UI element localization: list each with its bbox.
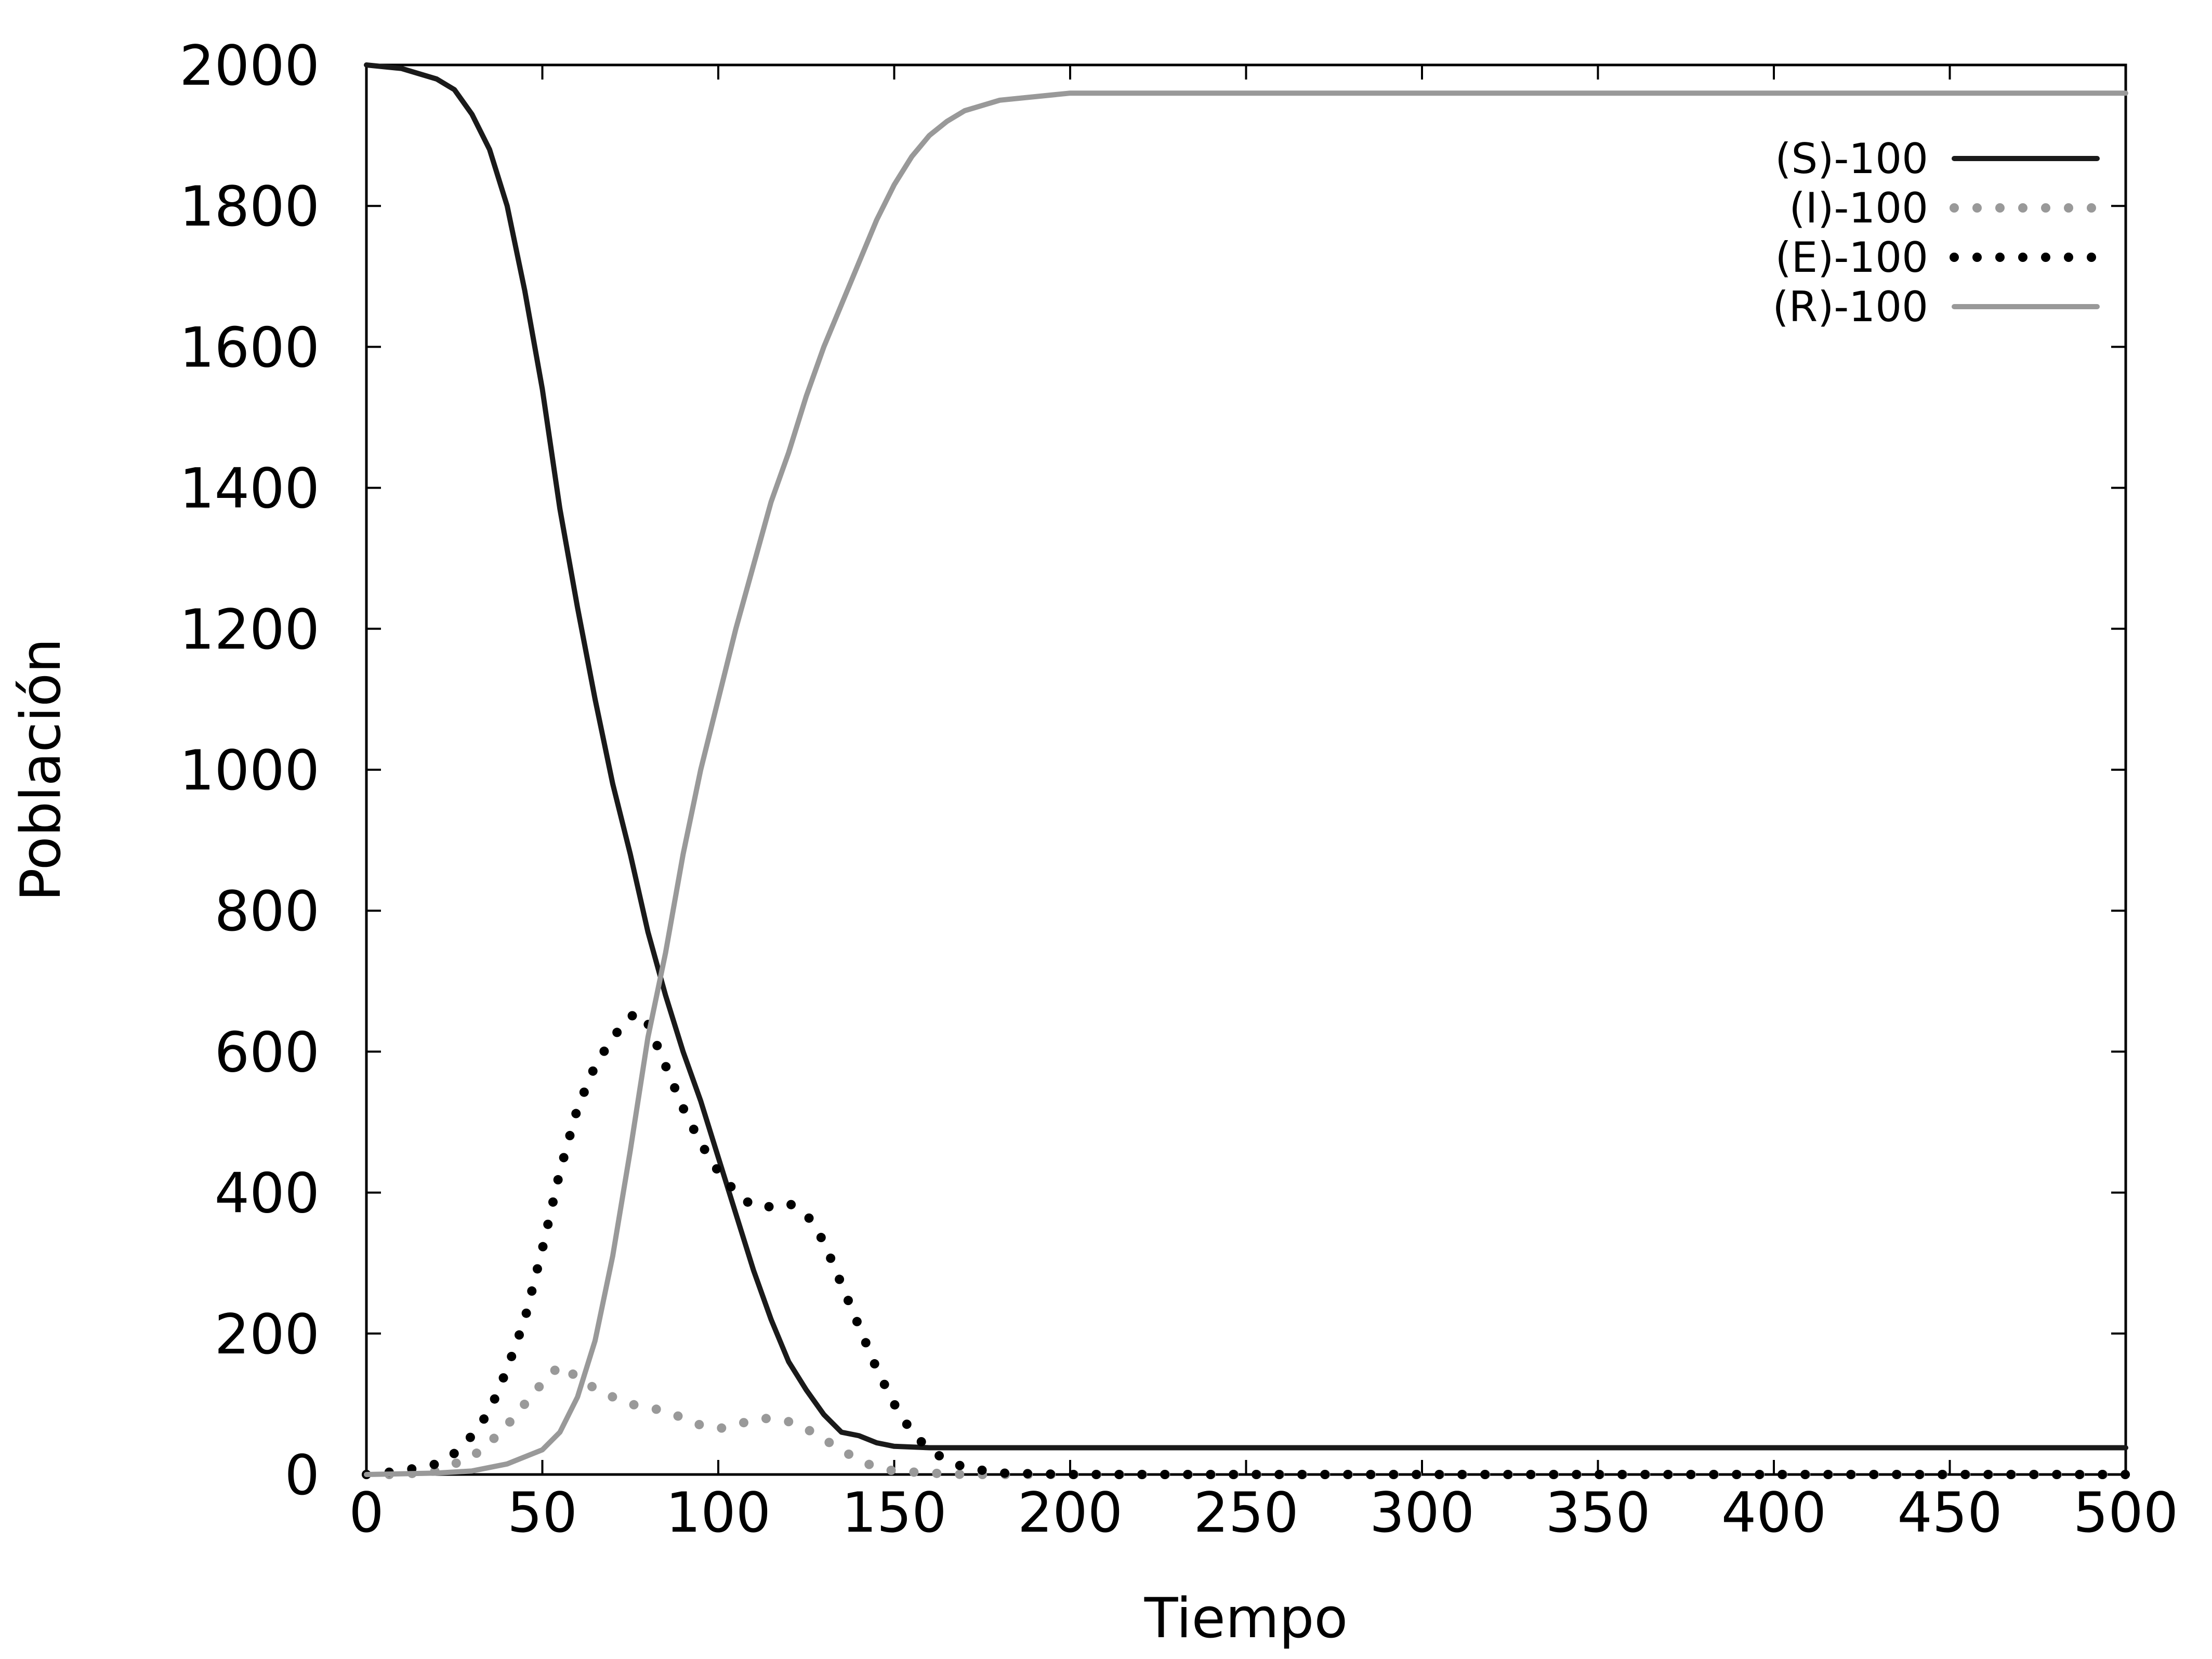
x-tick-label: 400 — [1721, 1481, 1826, 1545]
legend-label: (E)-100 — [1775, 233, 1928, 282]
series-line-2 — [362, 1360, 2130, 1479]
y-tick-label: 800 — [215, 879, 320, 943]
y-tick-label: 1800 — [179, 175, 320, 239]
x-tick-label: 200 — [1018, 1481, 1123, 1545]
x-tick-label: 100 — [666, 1481, 771, 1545]
y-tick-label: 1200 — [179, 598, 320, 662]
y-tick-label: 2000 — [179, 34, 320, 98]
y-tick-label: 400 — [215, 1162, 320, 1226]
x-tick-label: 250 — [1193, 1481, 1298, 1545]
y-tick-label: 1400 — [179, 457, 320, 521]
legend-label: (S)-100 — [1775, 135, 1928, 183]
series-layer — [362, 62, 2130, 1479]
legend-label: (R)-100 — [1772, 283, 1928, 331]
x-tick-label: 50 — [507, 1481, 577, 1545]
x-tick-label: 350 — [1545, 1481, 1650, 1545]
axis-ticks: 0 50 100 150 200 250 300 350 400 450 500 0 200 400 600… — [179, 34, 2178, 1545]
x-tick-label: 300 — [1370, 1481, 1474, 1545]
x-tick-label: 500 — [2073, 1481, 2178, 1545]
y-tick-label: 600 — [215, 1020, 320, 1084]
legend: (S)-100(I)-100(E)-100(R)-100 — [1772, 135, 2102, 331]
x-tick-label: 150 — [841, 1481, 946, 1545]
x-tick-label: 450 — [1897, 1481, 2002, 1545]
series-line-3 — [362, 1008, 2130, 1479]
x-axis-title: Tiempo — [1144, 1586, 1348, 1650]
series-line-4 — [364, 90, 2128, 1477]
series-line-1 — [364, 62, 2128, 1451]
y-tick-label: 1600 — [179, 315, 320, 379]
y-tick-label: 1000 — [179, 739, 320, 802]
y-axis-title: Población — [9, 638, 73, 901]
y-tick-label: 0 — [285, 1443, 320, 1507]
y-tick-label: 200 — [215, 1302, 320, 1366]
legend-label: (I)-100 — [1789, 184, 1928, 232]
x-tick-label: 0 — [349, 1481, 384, 1545]
